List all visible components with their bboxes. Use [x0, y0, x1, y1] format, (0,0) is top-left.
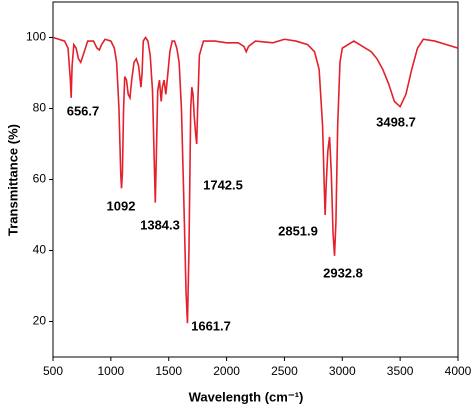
y-tick-label: 80: [33, 101, 47, 115]
peak-label: 2851.9: [278, 223, 318, 238]
y-axis-label: Transmittance (%): [5, 124, 20, 236]
peak-label: 3498.7: [376, 114, 416, 129]
peak-label: 1384.3: [140, 217, 180, 232]
x-tick-label: 4000: [445, 364, 472, 378]
spectrum-line: [52, 36, 459, 324]
peak-label: 1661.7: [191, 318, 231, 333]
peak-label: 656.7: [67, 103, 100, 118]
x-tick-label: 3500: [387, 364, 414, 378]
peak-label: 2932.8: [323, 265, 363, 280]
plot-frame: [52, 1, 459, 358]
peak-label: 1092: [107, 198, 136, 213]
peak-label: 1742.5: [203, 177, 243, 192]
x-axis-label: Wavelength (cm⁻¹): [189, 389, 304, 404]
y-tick-label: 60: [33, 172, 47, 186]
y-tick-label: 40: [33, 243, 47, 257]
x-tick-label: 3000: [329, 364, 356, 378]
y-tick-label: 100: [26, 30, 46, 44]
x-tick-label: 1500: [155, 364, 182, 378]
x-tick-label: 2500: [271, 364, 298, 378]
x-tick-label: 500: [43, 364, 63, 378]
x-tick-label: 2000: [213, 364, 240, 378]
x-tick-label: 1000: [98, 364, 125, 378]
y-tick-label: 20: [33, 314, 47, 328]
